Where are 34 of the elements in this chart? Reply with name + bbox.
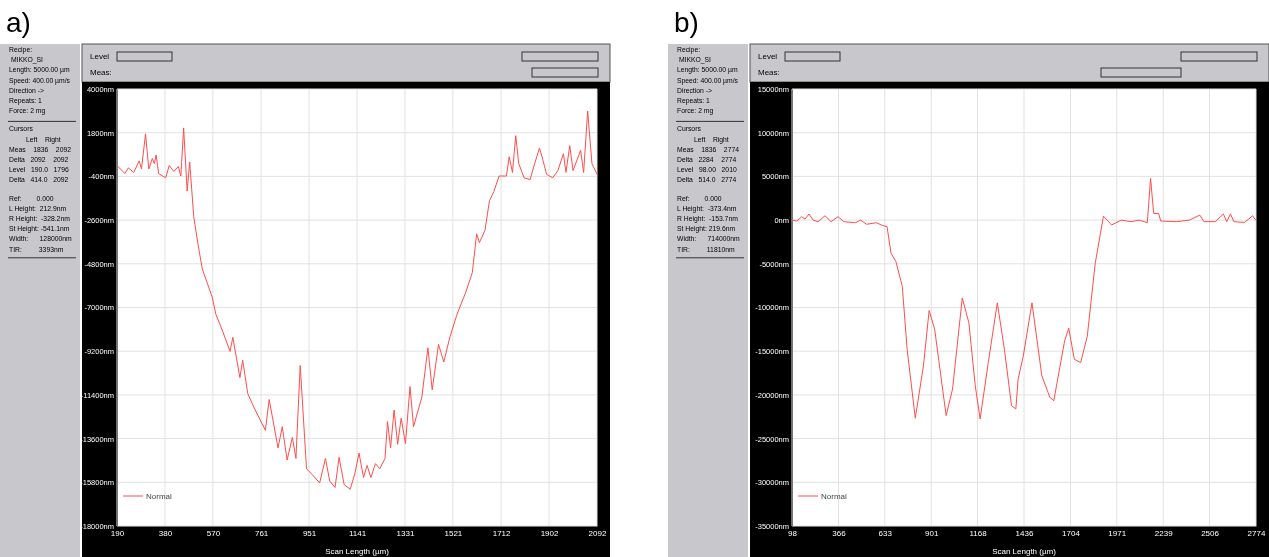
x-tick-label: 2774 <box>1247 528 1266 538</box>
x-tick-label: 1331 <box>396 528 415 538</box>
line-series <box>116 110 598 490</box>
chart-title: b) <box>674 7 699 38</box>
x-tick-label: 570 <box>206 528 221 538</box>
x-tick-label: 380 <box>158 528 173 538</box>
x-tick-label: 1141 <box>348 528 367 538</box>
chart-title: a) <box>6 7 31 38</box>
x-tick-label: 1168 <box>969 528 988 538</box>
x-tick-label: 190 <box>110 528 125 538</box>
text: Level <box>758 52 778 61</box>
x-axis-title: Scan Length (µm) <box>325 547 390 556</box>
x-tick-label: 761 <box>254 528 269 538</box>
x-tick-label: 2239 <box>1154 528 1174 538</box>
text: Meas: <box>758 68 780 77</box>
x-tick-label: 901 <box>925 528 939 538</box>
text: Meas: <box>90 68 112 77</box>
x-tick-label: 98 <box>788 528 798 538</box>
x-tick-label: 2092 <box>588 528 607 538</box>
x-tick-label: 366 <box>832 528 847 538</box>
line-series <box>791 178 1257 420</box>
legend-label: Normal <box>821 492 847 501</box>
x-tick-label: 1902 <box>540 528 559 538</box>
x-tick-label: 951 <box>302 528 317 538</box>
x-axis-title: Scan Length (µm) <box>992 547 1057 556</box>
x-tick-label: 1712 <box>492 528 512 538</box>
x-tick-label: 1521 <box>444 528 463 538</box>
legend-label: Normal <box>146 492 172 501</box>
x-tick-label: 633 <box>878 528 893 538</box>
x-tick-label: 2506 <box>1201 528 1220 538</box>
x-tick-label: 1971 <box>1108 528 1127 538</box>
x-tick-label: 1436 <box>1015 528 1034 538</box>
text: Level <box>90 52 110 61</box>
x-tick-label: 1704 <box>1062 528 1081 538</box>
